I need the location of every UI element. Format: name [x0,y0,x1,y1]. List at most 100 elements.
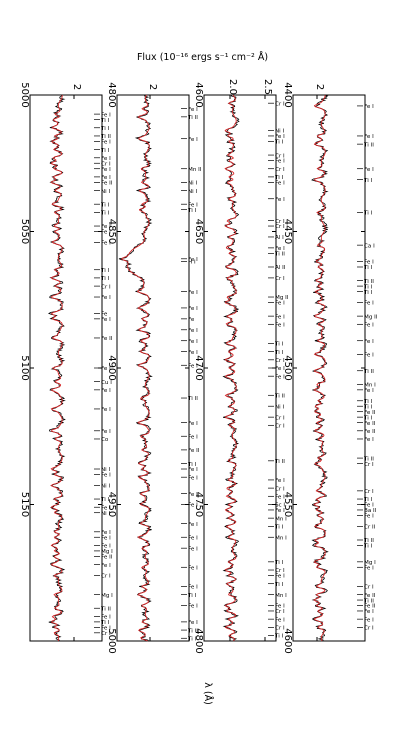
line-id-label: Fe I [188,339,198,345]
line-id-label: Fe I [275,197,285,203]
line-id-label: Ti II [274,252,285,258]
line-id-label: Fe I [188,565,198,571]
line-id-label: Fe I [188,585,198,591]
line-id-label: Fe I [101,544,111,550]
line-id-label: Fe II [101,336,113,342]
line-id-label: Ni I [101,511,111,517]
line-id-label: Ti I [363,265,373,271]
line-id-label: Mn II [188,167,202,173]
line-id-label: H I [188,260,196,266]
line-id-label: Ti I [363,290,373,296]
line-id-label: Fe I [101,224,111,230]
line-id-label: Ti I [100,268,110,274]
line-id-label: Al II [275,265,286,271]
line-id-label: Ti I [274,140,284,146]
observed-spectrum-line [47,94,66,642]
line-id-label: Fe I [364,260,374,266]
line-id-label: Fe I [188,202,198,208]
line-id-label: Fe I [188,363,198,369]
line-id-label: Ti II [363,369,374,375]
line-id-label: Ti I [274,582,284,588]
line-id-label: Fe I [101,295,111,301]
x-tick-label: 4900 [106,355,117,380]
line-id-label: Ti II [187,396,198,402]
line-id-label: Fe I [101,429,111,435]
line-id-label: Ti I [274,525,284,531]
line-id-label: Ti I [187,462,197,468]
x-tick-label: 4550 [282,492,293,517]
line-id-label: Fe I [364,609,374,615]
line-id-label: Ti I [100,148,110,154]
line-id-label: Ni I [101,484,111,490]
line-id-label: Mn I [275,535,287,541]
y-tick-label: 2.5 [262,79,273,95]
line-id-label: Fe I [188,475,198,481]
line-id-label: Fe II [364,429,376,435]
line-id-label: Ti II [363,538,374,544]
line-id-label: Fe I [188,257,198,263]
x-tick-label: 5050 [19,219,30,244]
line-id-label: Fe I [101,241,111,247]
line-id-label: Cr II [364,525,376,531]
line-id-label: Fe I [101,366,111,372]
line-id-label: Fe I [101,530,111,536]
line-id-label: Ti I [363,178,373,184]
line-id-label: Cr I [275,224,285,230]
x-tick-label: 4450 [282,219,293,244]
line-id-label: Cr I [101,161,111,167]
line-id-label: Ni I [101,189,111,195]
line-id-label: Fe I [101,388,111,394]
line-id-label: Cr I [364,626,374,632]
x-tick-label: 4400 [282,82,293,107]
line-id-label: Fe I [188,522,198,528]
line-id-label: Fe II [101,181,113,187]
line-id-label: Ni I [188,189,198,195]
line-id-label: Ti II [100,134,111,140]
line-id-label: Ti I [274,350,284,356]
line-id-label: Ti I [187,636,197,642]
line-id-label: Mg I [101,593,113,599]
line-id-label: Fe I [364,353,374,359]
line-id-label: Fe I [101,167,111,173]
line-id-label: Ni I [275,404,285,410]
line-id-label: Cr I [275,424,285,430]
line-id-label: Fe I [101,156,111,162]
line-id-label: Fe I [275,495,285,501]
line-id-label: Ti II [363,142,374,148]
line-id-label: Cr I [275,101,285,107]
x-tick-label: 4600 [282,628,293,653]
line-id-label: Cu I [101,380,112,386]
x-tick-label: 4950 [106,492,117,517]
line-id-label: Fe I [364,388,374,394]
line-id-label: Fe I [275,508,285,514]
line-id-label: Fe [101,312,108,318]
line-id-label: Ti I [100,497,110,503]
line-id-label: Fe I [188,434,198,440]
line-id-label: Cr I [101,574,111,580]
x-tick-label: 5000 [106,628,117,653]
line-id-label: Ti II [274,394,285,400]
line-id-label: Fe I [101,112,111,118]
line-id-label: Cr I [275,219,285,225]
line-id-label: Ti I [274,175,284,181]
line-id-label: Ti I [274,634,284,640]
line-id-label: Ti I [100,276,110,282]
line-id-label: Ti I [274,560,284,566]
line-id-label: Fe I [364,503,374,509]
x-tick-label: 5100 [19,355,30,380]
line-id-label: Al I [275,235,284,241]
observed-spectrum-line [118,94,153,642]
panel-frame [29,94,103,642]
line-id-label: Fe I [188,492,198,498]
line-id-label: Cr I [275,167,285,173]
line-id-label: Cr I [101,284,111,290]
line-id-label: Ba II [364,508,377,514]
line-id-label: Ti I [100,620,110,626]
x-tick-label: 4800 [193,628,204,653]
line-id-label: Fe II [101,555,113,561]
line-id-label: Ti II [274,459,285,465]
line-id-label: Ti I [363,284,373,290]
line-id-label: Fe I [275,374,285,380]
line-id-label: Fe I [101,407,111,413]
